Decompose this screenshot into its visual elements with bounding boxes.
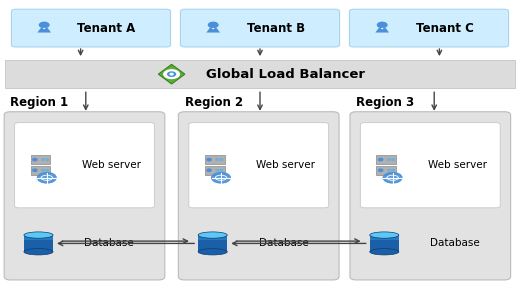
FancyBboxPatch shape xyxy=(180,9,340,47)
FancyBboxPatch shape xyxy=(31,166,50,175)
Text: Web server: Web server xyxy=(256,160,316,170)
Text: Region 1: Region 1 xyxy=(10,96,69,109)
FancyBboxPatch shape xyxy=(4,112,165,280)
Polygon shape xyxy=(43,28,46,29)
Circle shape xyxy=(42,159,44,160)
Circle shape xyxy=(220,159,223,160)
FancyBboxPatch shape xyxy=(350,112,511,280)
Circle shape xyxy=(168,72,175,76)
FancyBboxPatch shape xyxy=(198,235,227,252)
Text: Database: Database xyxy=(84,238,134,249)
Circle shape xyxy=(212,173,230,183)
Circle shape xyxy=(40,22,49,28)
Circle shape xyxy=(220,170,223,171)
Circle shape xyxy=(164,70,179,78)
Circle shape xyxy=(388,170,391,171)
Circle shape xyxy=(392,170,395,171)
FancyBboxPatch shape xyxy=(370,235,399,240)
FancyBboxPatch shape xyxy=(31,155,50,164)
Circle shape xyxy=(209,22,218,28)
Circle shape xyxy=(379,158,383,161)
Circle shape xyxy=(207,158,211,161)
Text: Global Load Balancer: Global Load Balancer xyxy=(206,68,366,81)
FancyBboxPatch shape xyxy=(376,155,396,164)
Circle shape xyxy=(378,22,387,28)
FancyBboxPatch shape xyxy=(360,123,500,208)
Circle shape xyxy=(379,169,383,171)
Circle shape xyxy=(33,169,37,171)
FancyBboxPatch shape xyxy=(370,235,399,252)
Circle shape xyxy=(46,170,49,171)
FancyBboxPatch shape xyxy=(349,9,509,47)
Text: Database: Database xyxy=(258,238,308,249)
FancyBboxPatch shape xyxy=(5,60,515,88)
Polygon shape xyxy=(212,28,215,29)
Circle shape xyxy=(216,170,219,171)
Ellipse shape xyxy=(198,249,227,255)
Circle shape xyxy=(383,173,402,183)
FancyBboxPatch shape xyxy=(15,123,154,208)
Text: Region 3: Region 3 xyxy=(356,96,414,109)
Text: Database: Database xyxy=(430,238,480,249)
FancyBboxPatch shape xyxy=(11,9,171,47)
Ellipse shape xyxy=(24,249,53,255)
FancyBboxPatch shape xyxy=(205,155,225,164)
Circle shape xyxy=(170,73,173,75)
Circle shape xyxy=(216,159,219,160)
Circle shape xyxy=(37,173,56,183)
Polygon shape xyxy=(375,28,389,33)
FancyBboxPatch shape xyxy=(178,112,339,280)
Polygon shape xyxy=(381,28,384,29)
Ellipse shape xyxy=(370,232,399,238)
Text: Web server: Web server xyxy=(82,160,141,170)
FancyBboxPatch shape xyxy=(24,235,53,240)
Text: Tenant B: Tenant B xyxy=(246,22,305,35)
Circle shape xyxy=(392,159,395,160)
Ellipse shape xyxy=(370,249,399,255)
Circle shape xyxy=(388,159,391,160)
Polygon shape xyxy=(159,65,185,84)
FancyBboxPatch shape xyxy=(24,235,53,252)
FancyBboxPatch shape xyxy=(189,123,329,208)
Text: Web server: Web server xyxy=(428,160,487,170)
Circle shape xyxy=(33,158,37,161)
Polygon shape xyxy=(37,28,51,33)
Text: Region 2: Region 2 xyxy=(185,96,243,109)
Circle shape xyxy=(207,169,211,171)
FancyBboxPatch shape xyxy=(205,166,225,175)
Ellipse shape xyxy=(24,232,53,238)
Text: Tenant C: Tenant C xyxy=(415,22,474,35)
Text: Tenant A: Tenant A xyxy=(77,22,136,35)
Circle shape xyxy=(42,170,44,171)
FancyBboxPatch shape xyxy=(198,235,227,240)
FancyBboxPatch shape xyxy=(376,166,396,175)
Ellipse shape xyxy=(198,232,227,238)
Polygon shape xyxy=(206,28,220,33)
Circle shape xyxy=(46,159,49,160)
